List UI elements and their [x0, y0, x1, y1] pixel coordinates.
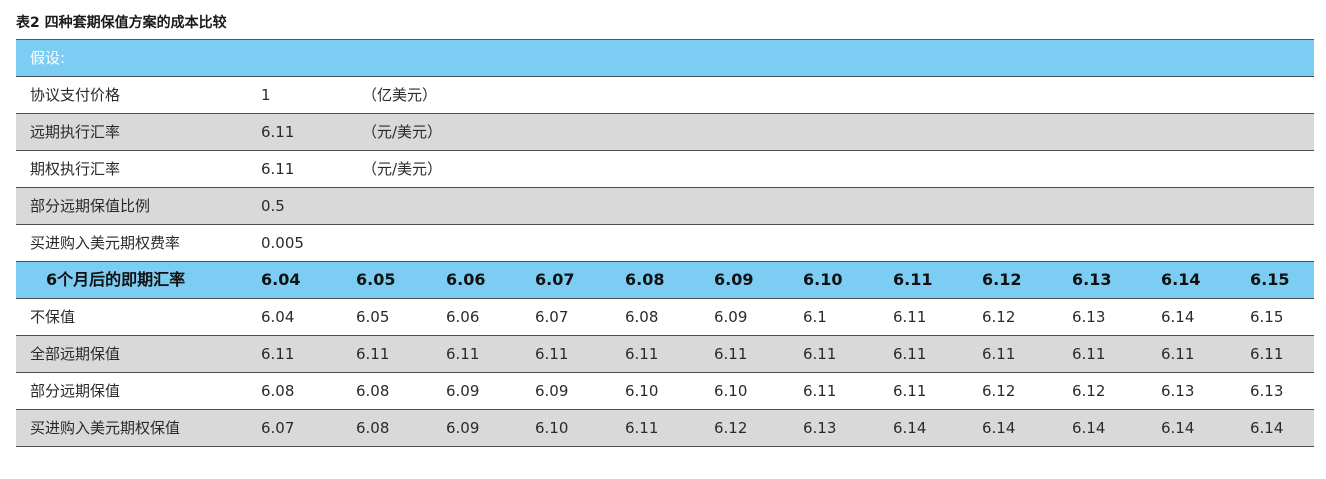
param-row: 远期执行汇率 6.11 （元/美元） [16, 114, 1314, 151]
column-header: 6.07 [535, 270, 575, 289]
column-header: 6.04 [261, 270, 301, 289]
param-label: 协议支付价格 [30, 86, 121, 104]
table-cell: 6.11 [1072, 345, 1106, 363]
table-cell: 6.07 [261, 419, 295, 437]
column-header: 6.11 [893, 270, 933, 289]
table-cell: 6.11 [625, 345, 659, 363]
table-cell: 6.11 [446, 345, 480, 363]
param-label: 买进购入美元期权费率 [30, 234, 181, 252]
table-cell: 6.13 [1250, 382, 1284, 400]
table-cell: 6.14 [982, 419, 1016, 437]
row-label: 全部远期保值 [30, 345, 121, 363]
table-cell: 6.10 [714, 382, 748, 400]
param-value: 0.005 [261, 234, 304, 252]
table-cell: 6.11 [625, 419, 659, 437]
table-cell: 6.11 [356, 345, 390, 363]
param-unit: （元/美元） [362, 160, 443, 178]
param-label: 远期执行汇率 [30, 123, 121, 141]
table-cell: 6.11 [261, 345, 295, 363]
table-cell: 6.09 [714, 308, 748, 326]
param-label: 期权执行汇率 [30, 160, 121, 178]
param-row: 部分远期保值比例 0.5 [16, 188, 1314, 225]
table-cell: 6.08 [625, 308, 659, 326]
table-cell: 6.04 [261, 308, 295, 326]
cost-comparison-table: 假设: 协议支付价格 1 （亿美元） 远期执行汇率 6.11 （元/美元） 期权… [16, 39, 1314, 447]
param-unit: （亿美元） [362, 86, 438, 104]
param-row: 买进购入美元期权费率 0.005 [16, 225, 1314, 262]
table-cell: 6.11 [714, 345, 748, 363]
table-cell: 6.11 [803, 382, 837, 400]
column-header-label: 6个月后的即期汇率 [46, 270, 186, 289]
table-cell: 6.06 [446, 308, 480, 326]
table-cell: 6.11 [893, 382, 927, 400]
table-cell: 6.11 [535, 345, 569, 363]
table-cell: 6.13 [1072, 308, 1106, 326]
table-cell: 6.13 [803, 419, 837, 437]
column-header: 6.12 [982, 270, 1022, 289]
table-cell: 6.11 [1250, 345, 1284, 363]
table-row: 不保值 6.04 6.05 6.06 6.07 6.08 6.09 6.1 6.… [16, 299, 1314, 336]
param-value: 1 [261, 86, 271, 104]
column-header: 6.10 [803, 270, 843, 289]
column-header: 6.06 [446, 270, 486, 289]
column-header: 6.15 [1250, 270, 1290, 289]
param-value: 6.11 [261, 160, 295, 178]
param-value: 0.5 [261, 197, 285, 215]
table-cell: 6.09 [446, 419, 480, 437]
table-row: 全部远期保值 6.11 6.11 6.11 6.11 6.11 6.11 6.1… [16, 336, 1314, 373]
table-cell: 6.12 [1072, 382, 1106, 400]
assumption-label: 假设: [30, 49, 66, 67]
column-header: 6.14 [1161, 270, 1201, 289]
row-label: 不保值 [30, 308, 76, 326]
table-cell: 6.11 [803, 345, 837, 363]
table-cell: 6.15 [1250, 308, 1284, 326]
table-cell: 6.14 [1161, 419, 1195, 437]
table-cell: 6.07 [535, 308, 569, 326]
column-header: 6.08 [625, 270, 665, 289]
row-label: 买进购入美元期权保值 [30, 419, 181, 437]
spot-rate-header-row: 6个月后的即期汇率 6.04 6.05 6.06 6.07 6.08 6.09 … [16, 262, 1314, 299]
table-cell: 6.08 [261, 382, 295, 400]
assumption-header-row: 假设: [16, 40, 1314, 77]
table-cell: 6.1 [803, 308, 827, 326]
table-cell: 6.12 [714, 419, 748, 437]
param-label: 部分远期保值比例 [30, 197, 151, 215]
table-cell: 6.10 [625, 382, 659, 400]
column-header: 6.13 [1072, 270, 1112, 289]
table-cell: 6.12 [982, 308, 1016, 326]
table-cell: 6.12 [982, 382, 1016, 400]
column-header: 6.09 [714, 270, 754, 289]
table-cell: 6.14 [1072, 419, 1106, 437]
table-cell: 6.14 [1161, 308, 1195, 326]
param-value: 6.11 [261, 123, 295, 141]
table-cell: 6.08 [356, 419, 390, 437]
table-cell: 6.14 [893, 419, 927, 437]
column-header: 6.05 [356, 270, 396, 289]
table-row: 买进购入美元期权保值 6.07 6.08 6.09 6.10 6.11 6.12… [16, 410, 1314, 447]
table-cell: 6.08 [356, 382, 390, 400]
table-caption: 表2 四种套期保值方案的成本比较 [16, 15, 227, 31]
table-cell: 6.14 [1250, 419, 1284, 437]
param-unit: （元/美元） [362, 123, 443, 141]
table-cell: 6.11 [893, 308, 927, 326]
table-cell: 6.09 [446, 382, 480, 400]
row-label: 部分远期保值 [30, 382, 121, 400]
param-row: 协议支付价格 1 （亿美元） [16, 77, 1314, 114]
table-cell: 6.09 [535, 382, 569, 400]
table-cell: 6.11 [982, 345, 1016, 363]
table-cell: 6.05 [356, 308, 390, 326]
table-cell: 6.13 [1161, 382, 1195, 400]
table-cell: 6.11 [893, 345, 927, 363]
table-cell: 6.10 [535, 419, 569, 437]
table-row: 部分远期保值 6.08 6.08 6.09 6.09 6.10 6.10 6.1… [16, 373, 1314, 410]
table-cell: 6.11 [1161, 345, 1195, 363]
param-row: 期权执行汇率 6.11 （元/美元） [16, 151, 1314, 188]
